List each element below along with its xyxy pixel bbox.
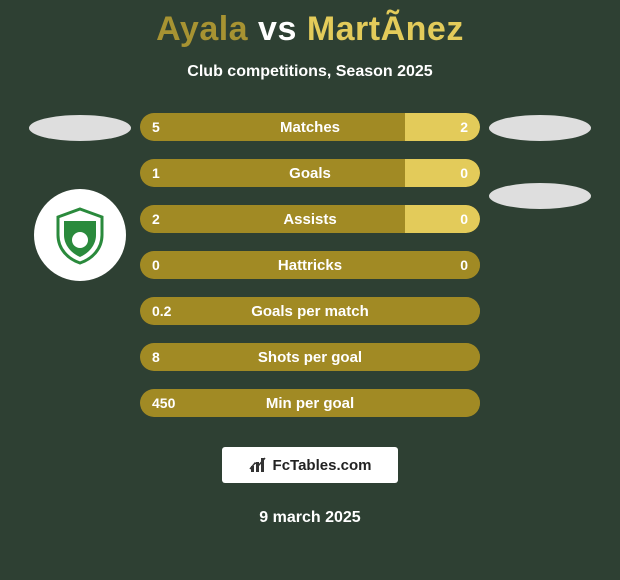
stat-value-left: 450 (140, 389, 187, 417)
stat-value-right: 0 (448, 251, 480, 279)
stat-value-left: 0 (140, 251, 172, 279)
stat-bar-left (140, 159, 405, 187)
comparison-card: Ayala vs MartÃ­nez Club competitions, Se… (0, 0, 620, 580)
player-right-photo-placeholder-2 (489, 183, 591, 209)
stat-value-left: 0.2 (140, 297, 183, 325)
site-logo: FcTables.com (222, 447, 398, 483)
shield-icon: F C (50, 205, 110, 265)
subtitle: Club competitions, Season 2025 (187, 63, 432, 81)
stat-row: 10Goals (140, 159, 480, 187)
left-side-column: F C (20, 113, 140, 281)
stat-row: 0.2Goals per match (140, 297, 480, 325)
stat-value-left: 2 (140, 205, 172, 233)
page-title: Ayala vs MartÃ­nez (156, 10, 464, 49)
player-left-photo-placeholder (29, 115, 131, 141)
stat-row: 450Min per goal (140, 389, 480, 417)
stat-value-right: 0 (448, 159, 480, 187)
stat-value-right: 0 (448, 205, 480, 233)
stat-value-left: 1 (140, 159, 172, 187)
stat-bar-left (140, 389, 480, 417)
stat-row: 20Assists (140, 205, 480, 233)
site-logo-text: FcTables.com (273, 457, 372, 474)
comparison-chart: F C 52Matches10Goals20Assists00Hattricks… (0, 113, 620, 417)
player-right-name: MartÃ­nez (307, 10, 464, 48)
stat-row: 52Matches (140, 113, 480, 141)
stat-value-left: 5 (140, 113, 172, 141)
stat-bars: 52Matches10Goals20Assists00Hattricks0.2G… (140, 113, 480, 417)
vs-separator: vs (258, 10, 297, 48)
stat-value-left: 8 (140, 343, 172, 371)
club-badge-left: F C (34, 189, 126, 281)
player-right-photo-placeholder-1 (489, 115, 591, 141)
stat-value-right: 2 (448, 113, 480, 141)
stat-bar-left (140, 343, 480, 371)
date-label: 9 march 2025 (259, 509, 360, 527)
svg-text:F C: F C (74, 220, 87, 229)
stat-bar-left (140, 297, 480, 325)
player-left-name: Ayala (156, 10, 248, 48)
stat-row: 00Hattricks (140, 251, 480, 279)
chart-icon (249, 456, 267, 474)
stat-bar-left (140, 205, 405, 233)
stat-bar-left (140, 251, 480, 279)
right-side-column (480, 113, 600, 209)
stat-bar-left (140, 113, 405, 141)
stat-row: 8Shots per goal (140, 343, 480, 371)
